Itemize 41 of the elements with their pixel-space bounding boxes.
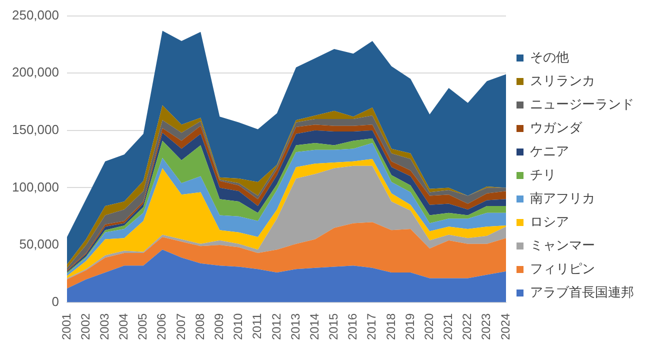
x-tick-label: 2019: [402, 312, 417, 340]
y-tick-label: 250,000: [12, 7, 59, 22]
legend-label: スリランカ: [530, 73, 595, 88]
y-tick-label: 150,000: [12, 122, 59, 137]
x-tick-label: 2003: [97, 312, 112, 340]
x-tick-label: 2021: [441, 312, 456, 340]
legend-label: ウガンダ: [530, 120, 583, 136]
legend-label: フィリピン: [530, 261, 595, 276]
legend-label: ロシア: [530, 214, 569, 230]
x-tick-label: 2007: [174, 312, 188, 340]
x-tick-label: 2016: [346, 312, 360, 340]
x-tick-label: 2005: [136, 312, 150, 340]
x-tick-label: 2023: [479, 312, 494, 340]
x-tick-label: 2012: [269, 312, 284, 340]
legend-label: アラブ首長国連邦: [530, 284, 634, 300]
y-tick-label: 100,000: [12, 179, 59, 194]
y-tick-label: 200,000: [12, 64, 59, 80]
x-tick-label: 2008: [192, 312, 207, 340]
x-tick-label: 2014: [307, 312, 322, 340]
y-tick-label: 50,000: [19, 236, 59, 252]
x-tick-label: 2004: [116, 312, 131, 340]
legend-label: ニュージーランド: [530, 96, 634, 112]
x-tick-label: 2002: [78, 312, 92, 340]
x-tick-label: 2020: [422, 312, 436, 340]
x-tick-label: 2011: [250, 312, 264, 340]
legend-label: ミャンマー: [530, 238, 595, 253]
legend-label: 南アフリカ: [530, 190, 595, 206]
legend-label: チリ: [530, 167, 556, 182]
x-tick-label: 2022: [460, 312, 474, 340]
x-tick-label: 2009: [212, 312, 226, 340]
x-tick-label: 2010: [231, 312, 246, 340]
x-tick-label: 2006: [154, 312, 169, 340]
x-tick-label: 2015: [326, 312, 341, 340]
legend-label: ケニア: [530, 144, 569, 159]
x-tick-label: 2013: [288, 312, 302, 340]
y-tick-label: 0: [52, 294, 59, 309]
x-tick-label: 2001: [59, 312, 74, 340]
x-tick-label: 2018: [384, 312, 398, 340]
legend-label: その他: [530, 50, 569, 65]
x-tick-label: 2017: [364, 312, 379, 340]
x-tick-label: 2024: [498, 312, 512, 340]
